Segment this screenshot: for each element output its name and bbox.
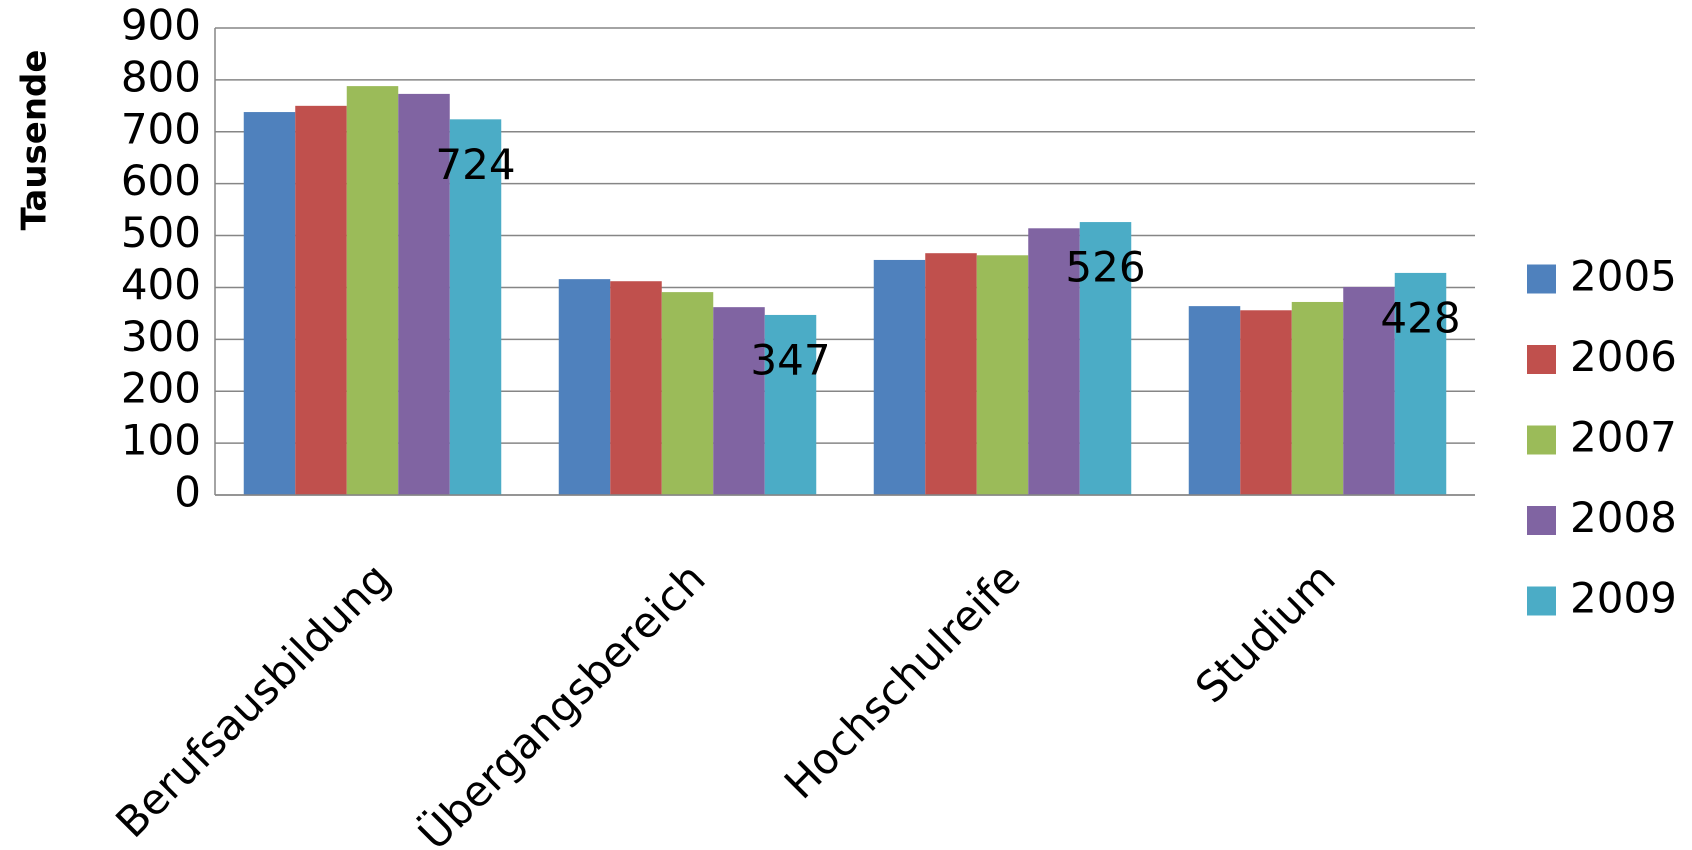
bar (243, 112, 296, 495)
bar (449, 119, 502, 495)
y-tick-label: 700 (121, 104, 201, 153)
y-tick-label: 200 (121, 364, 201, 413)
legend-swatch (1527, 345, 1556, 374)
bar (1291, 301, 1344, 495)
bar (873, 259, 926, 495)
bar (1188, 306, 1241, 495)
value-label: 347 (750, 335, 830, 384)
bar (764, 314, 817, 495)
bar (1079, 222, 1132, 495)
bar (713, 307, 765, 495)
y-axis-label: Tausende (15, 50, 55, 231)
legend-label: 2005 (1570, 252, 1677, 301)
legend-swatch (1527, 264, 1556, 294)
value-label: 428 (1380, 293, 1460, 342)
legend-swatch (1527, 506, 1556, 535)
value-label: 526 (1065, 243, 1145, 292)
bar (1240, 310, 1292, 495)
x-tick-label: Berufsausbildung (106, 554, 399, 847)
y-tick-label: 400 (121, 260, 201, 309)
bar (661, 292, 714, 495)
bar (610, 281, 662, 495)
x-tick-label: Übergangsbereich (408, 553, 714, 850)
y-tick-label: 900 (121, 1, 201, 50)
bar (976, 255, 1029, 495)
legend-swatch (1527, 425, 1556, 455)
y-tick-label: 100 (121, 416, 201, 465)
bar (558, 279, 611, 495)
y-tick-label: 600 (121, 156, 201, 205)
y-tick-label: 0 (174, 468, 201, 517)
bar (1394, 272, 1447, 495)
legend-swatch (1527, 586, 1556, 616)
y-tick-label: 500 (121, 208, 201, 257)
value-label: 724 (435, 140, 515, 189)
x-tick-label: Hochschulreife (775, 554, 1030, 809)
bar (925, 253, 977, 495)
bar (1028, 228, 1080, 495)
y-tick-label: 800 (121, 52, 201, 101)
bar (398, 93, 450, 495)
legend-label: 2006 (1570, 332, 1677, 381)
legend-label: 2008 (1570, 493, 1677, 542)
legend-label: 2007 (1570, 413, 1677, 462)
bar (346, 86, 399, 496)
y-tick-label: 300 (121, 312, 201, 361)
legend-label: 2009 (1570, 574, 1677, 623)
x-tick-label: Studium (1186, 554, 1345, 713)
bar (1343, 286, 1395, 495)
bar (295, 105, 347, 495)
